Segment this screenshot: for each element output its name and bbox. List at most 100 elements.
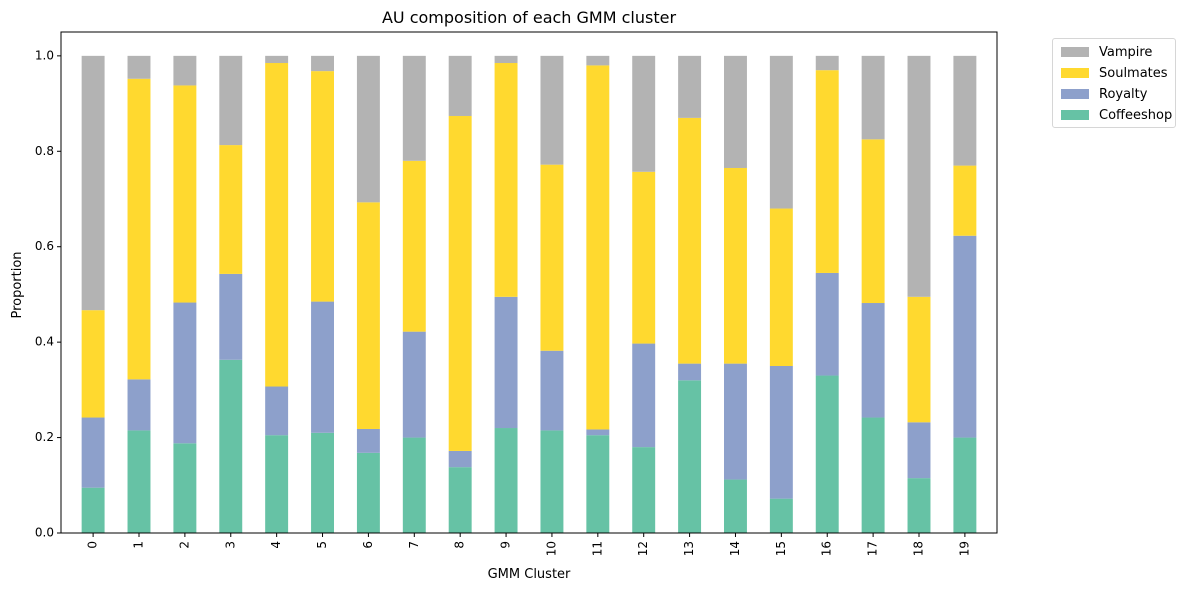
bar-vampire-12 [632,55,656,172]
legend-label-coffeeshop: Coffeeshop [1099,107,1173,123]
bar-royalty-7 [402,331,426,438]
bar-vampire-19 [953,55,977,166]
bar-soulmates-3 [219,145,243,274]
bar-vampire-8 [448,55,472,116]
legend-swatch-soulmates [1061,68,1089,78]
legend-label-soulmates: Soulmates [1099,65,1168,81]
bar-soulmates-7 [402,160,426,332]
x-tick-label-8: 8 [453,541,467,549]
bar-royalty-9 [494,296,518,429]
bar-coffeeshop-6 [356,452,380,533]
bar-soulmates-0 [81,310,105,418]
bar-vampire-3 [219,55,243,146]
bar-soulmates-14 [724,167,747,364]
x-tick-label-9: 9 [499,541,513,549]
bar-coffeeshop-8 [448,467,472,533]
bar-soulmates-10 [540,164,564,351]
y-tick-label-0.6: 0.6 [35,239,54,253]
x-tick-label-6: 6 [361,541,375,549]
bar-royalty-11 [586,429,610,436]
legend: Vampire Soulmates Royalty Coffeeshop [1052,38,1176,128]
x-tick-label-17: 17 [866,541,880,556]
legend-swatch-coffeeshop [1061,110,1089,120]
x-tick-label-1: 1 [132,541,146,549]
bar-vampire-0 [81,55,105,311]
y-tick-label-1.0: 1.0 [35,48,54,62]
bar-royalty-12 [632,343,656,448]
x-tick-label-4: 4 [269,541,283,549]
bar-soulmates-19 [953,165,977,236]
bar-vampire-13 [678,55,702,118]
bar-royalty-8 [448,450,472,468]
bar-soulmates-16 [815,70,839,273]
bar-vampire-7 [402,55,426,161]
x-tick-label-11: 11 [590,541,604,556]
bar-coffeeshop-15 [769,498,793,533]
bar-royalty-14 [724,363,747,480]
bar-royalty-5 [311,301,334,433]
bar-vampire-9 [494,55,518,64]
bar-coffeeshop-19 [953,437,977,533]
x-tick-label-5: 5 [315,541,329,549]
x-tick-label-15: 15 [774,541,788,556]
bar-soulmates-13 [678,117,702,364]
bar-coffeeshop-9 [494,428,518,533]
bar-vampire-11 [586,55,610,66]
bar-royalty-4 [265,386,289,436]
bar-coffeeshop-18 [907,478,931,533]
bar-coffeeshop-13 [678,380,702,533]
bar-vampire-17 [861,55,885,140]
bar-soulmates-6 [356,202,380,429]
x-tick-label-12: 12 [636,541,650,556]
y-tick-label-0.2: 0.2 [35,430,54,444]
x-tick-label-19: 19 [957,541,971,556]
bar-royalty-19 [953,235,977,438]
bar-coffeeshop-7 [402,437,426,533]
x-tick-label-14: 14 [728,541,742,556]
bar-coffeeshop-1 [127,430,151,533]
legend-item-royalty: Royalty [1061,86,1148,102]
bar-soulmates-2 [173,85,197,303]
y-tick-label-0.8: 0.8 [35,144,54,158]
bar-soulmates-9 [494,63,518,297]
bar-soulmates-8 [448,115,472,451]
bar-coffeeshop-16 [815,375,839,533]
bar-vampire-2 [173,55,197,86]
bar-coffeeshop-14 [724,479,747,533]
bar-coffeeshop-5 [311,432,334,533]
axes-layer: 0 1 2 3 4 5 6 7 8 9 10 11 12 13 14 15 16 17 18 190.00.20.40… [35,48,971,556]
bars-layer [81,55,977,533]
y-axis-label: Proportion [10,251,25,318]
chart-title: AU composition of each GMM cluster [382,8,676,27]
legend-item-vampire: Vampire [1061,45,1152,60]
bar-royalty-18 [907,422,931,479]
x-tick-label-7: 7 [407,541,421,549]
y-tick-label-0.4: 0.4 [35,335,54,349]
bar-coffeeshop-17 [861,417,885,533]
bar-vampire-4 [265,55,289,64]
bar-vampire-5 [311,55,334,72]
legend-item-soulmates: Soulmates [1061,65,1168,81]
bar-royalty-16 [815,272,839,376]
bar-soulmates-12 [632,171,656,344]
bar-soulmates-15 [769,208,793,366]
plot-frame [60,31,998,534]
bar-royalty-2 [173,302,197,444]
bar-vampire-16 [815,55,839,71]
bar-soulmates-18 [907,296,931,423]
bar-soulmates-17 [861,139,885,304]
bar-royalty-1 [127,379,151,431]
bar-vampire-18 [907,55,931,297]
bar-royalty-15 [769,366,793,499]
bar-soulmates-11 [586,65,610,430]
legend-swatch-royalty [1061,89,1089,99]
legend-label-royalty: Royalty [1099,86,1148,102]
x-tick-label-10: 10 [544,541,558,556]
bar-royalty-0 [81,417,105,488]
bar-coffeeshop-3 [219,359,243,533]
x-tick-label-18: 18 [912,541,926,556]
bar-royalty-13 [678,363,702,381]
y-tick-label-0.0: 0.0 [35,526,54,540]
x-tick-label-3: 3 [223,541,237,549]
